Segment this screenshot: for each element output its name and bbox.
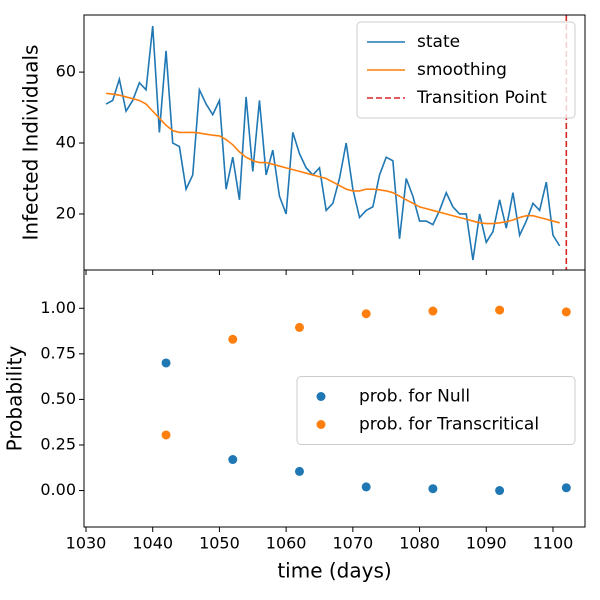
legend-label: prob. for Null [359, 387, 470, 407]
y-axis-label: Probability [3, 345, 27, 451]
y-tick-label: 20 [56, 203, 76, 222]
scatter-point [361, 309, 371, 319]
scatter-point [495, 486, 505, 496]
line-series [105, 25, 561, 261]
scatter-point [228, 455, 238, 465]
x-tick-label: 1070 [332, 534, 373, 553]
x-axis-label: time (days) [277, 559, 391, 583]
x-tick-label: 1030 [66, 534, 107, 553]
x-tick-label: 1090 [466, 534, 507, 553]
scatter-point [294, 322, 304, 332]
plot-area [161, 305, 571, 496]
y-tick-label: 40 [56, 133, 76, 152]
x-tick-label: 1060 [266, 534, 307, 553]
line-series [105, 92, 560, 225]
y-tick-label: 0.00 [40, 480, 76, 499]
scatter-point [561, 307, 571, 317]
legend-label: Transition Point [416, 88, 547, 108]
scatter-point [161, 430, 171, 440]
x-tick-label: 1080 [399, 534, 440, 553]
legend-label: state [417, 32, 460, 52]
scatter-point [228, 334, 238, 344]
legend-marker [316, 420, 326, 429]
y-tick-label: 1.00 [40, 298, 76, 317]
scatter-point [161, 358, 171, 368]
y-tick-label: 0.75 [40, 343, 76, 362]
y-tick-label: 60 [56, 62, 76, 81]
plot-area [105, 15, 568, 270]
x-tick-label: 1040 [132, 534, 173, 553]
legend-box [296, 376, 576, 445]
legend-label: prob. for Transcritical [359, 415, 539, 435]
legend-marker [316, 392, 326, 401]
scatter-point [561, 483, 571, 493]
x-tick-label: 1050 [199, 534, 240, 553]
scatter-point [428, 306, 438, 316]
legend-box [356, 21, 576, 119]
y-axis-label: Infected Individuals [19, 45, 43, 241]
axes-frame [83, 269, 586, 528]
scatter-point [294, 466, 304, 476]
scatter-point [361, 482, 371, 492]
scatter-point [495, 305, 505, 315]
y-tick-label: 0.50 [40, 389, 76, 408]
legend-label: smoothing [417, 60, 507, 80]
x-tick-label: 1100 [533, 534, 574, 553]
y-tick-label: 0.25 [40, 434, 76, 453]
scatter-point [428, 484, 438, 494]
